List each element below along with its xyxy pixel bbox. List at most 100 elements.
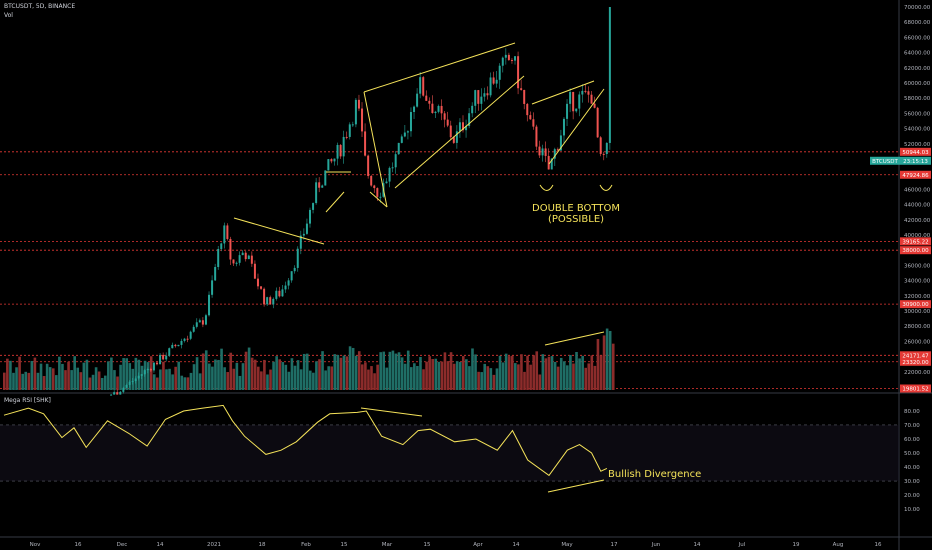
volume-bar [223, 367, 226, 390]
volume-bar [599, 355, 603, 390]
volume-bar [232, 368, 236, 390]
price-badge-text: 23320.00 [902, 360, 929, 366]
volume-bar [611, 343, 615, 390]
time-tick-label: Dec [117, 542, 128, 548]
rsi-tick-label: 40.00 [904, 465, 920, 471]
volume-bar [385, 367, 389, 390]
candle-body [520, 88, 523, 90]
rsi-tick-label: 60.00 [904, 437, 920, 443]
candle-body [345, 136, 348, 138]
price-tick-label: 66000.00 [904, 35, 931, 41]
volume-bar [214, 359, 217, 390]
volume-bar [342, 355, 346, 390]
candle-body [226, 225, 229, 239]
volume-bar [305, 353, 309, 390]
candle-body [247, 255, 250, 260]
volume-bar [247, 347, 251, 390]
volume-bar [422, 369, 425, 390]
price-badge [900, 357, 931, 366]
candle-body [538, 146, 541, 156]
volume-bar [51, 368, 55, 390]
candle-body [287, 280, 290, 286]
volume-bar [256, 366, 260, 390]
volume-bar [510, 355, 514, 390]
volume-bar [134, 357, 138, 390]
price-tick-label: 42000.00 [904, 218, 931, 224]
volume-bar [67, 361, 70, 390]
trendline-jan-top [233, 217, 325, 245]
volume-bar [370, 366, 373, 390]
volume-bar [462, 356, 465, 390]
candle-body [361, 108, 364, 132]
price-badge-text: 38000.00 [902, 248, 929, 254]
volume-bar [42, 376, 46, 390]
volume-bar [440, 361, 444, 390]
candle-body [428, 100, 431, 104]
trendline-volume [544, 331, 605, 346]
volume-bar [498, 355, 502, 390]
volume-bar [293, 365, 297, 390]
candle-body [146, 368, 149, 371]
candle-body [406, 131, 409, 133]
candle-body [602, 153, 605, 155]
candle-body [440, 105, 443, 114]
trendline-feb-breakout [325, 191, 345, 213]
price-badge [900, 237, 931, 246]
volume-bar [605, 328, 609, 390]
candle-body [523, 89, 526, 104]
candle-body [526, 103, 529, 116]
volume-bar [336, 354, 340, 390]
volume-bar [128, 363, 132, 390]
candle-body [149, 368, 152, 371]
rsi-annotations [360, 407, 605, 493]
price-tick-label: 52000.00 [904, 142, 931, 148]
volume-bar [18, 356, 21, 390]
volume-bar [12, 372, 15, 390]
candle-body [605, 142, 608, 155]
candle-body [189, 331, 192, 339]
volume-bar [250, 357, 254, 390]
volume-bar [315, 361, 318, 390]
rsi-tick-label: 50.00 [904, 451, 920, 457]
candle-body [357, 99, 360, 109]
candle-body [446, 119, 449, 126]
candle-body [431, 103, 434, 114]
candle-body [229, 238, 232, 260]
price-tick-label: 54000.00 [904, 127, 931, 133]
price-badge [900, 156, 931, 165]
trendline-may-bottom [548, 88, 605, 165]
candle-body [471, 105, 474, 114]
price-badge-text: BTCUSDT [872, 159, 898, 165]
candle-body [211, 280, 214, 295]
price-badge [900, 246, 931, 255]
candle-body [281, 289, 284, 297]
volume-bar [413, 363, 416, 390]
volume-bar [354, 355, 358, 390]
volume-bar [379, 352, 382, 390]
volume-bar [177, 361, 181, 390]
volume-bar [55, 375, 58, 390]
volume-bar [483, 363, 487, 390]
volume-bar [452, 363, 456, 390]
candle-body [318, 182, 321, 188]
candle-body [186, 338, 189, 340]
time-tick-label: 14 [694, 542, 701, 548]
bullish-divergence-label: Bullish Divergence [608, 469, 701, 480]
candle-body [367, 155, 370, 177]
volume-bar [3, 372, 6, 390]
volume-bar [602, 335, 606, 390]
volume-bar [24, 371, 28, 390]
time-tick-label: 17 [611, 542, 618, 548]
candle-body [480, 96, 483, 104]
volume-bar [572, 363, 575, 390]
time-tick-label: May [561, 542, 573, 548]
time-tick-label: 16 [875, 542, 882, 548]
time-tick-label: 14 [513, 542, 520, 548]
candle-body [422, 77, 425, 96]
candle-body [370, 176, 373, 186]
volume-bar [226, 372, 229, 390]
candle-body [443, 113, 446, 120]
volume-bar [156, 377, 159, 390]
volume-bar [116, 376, 119, 390]
